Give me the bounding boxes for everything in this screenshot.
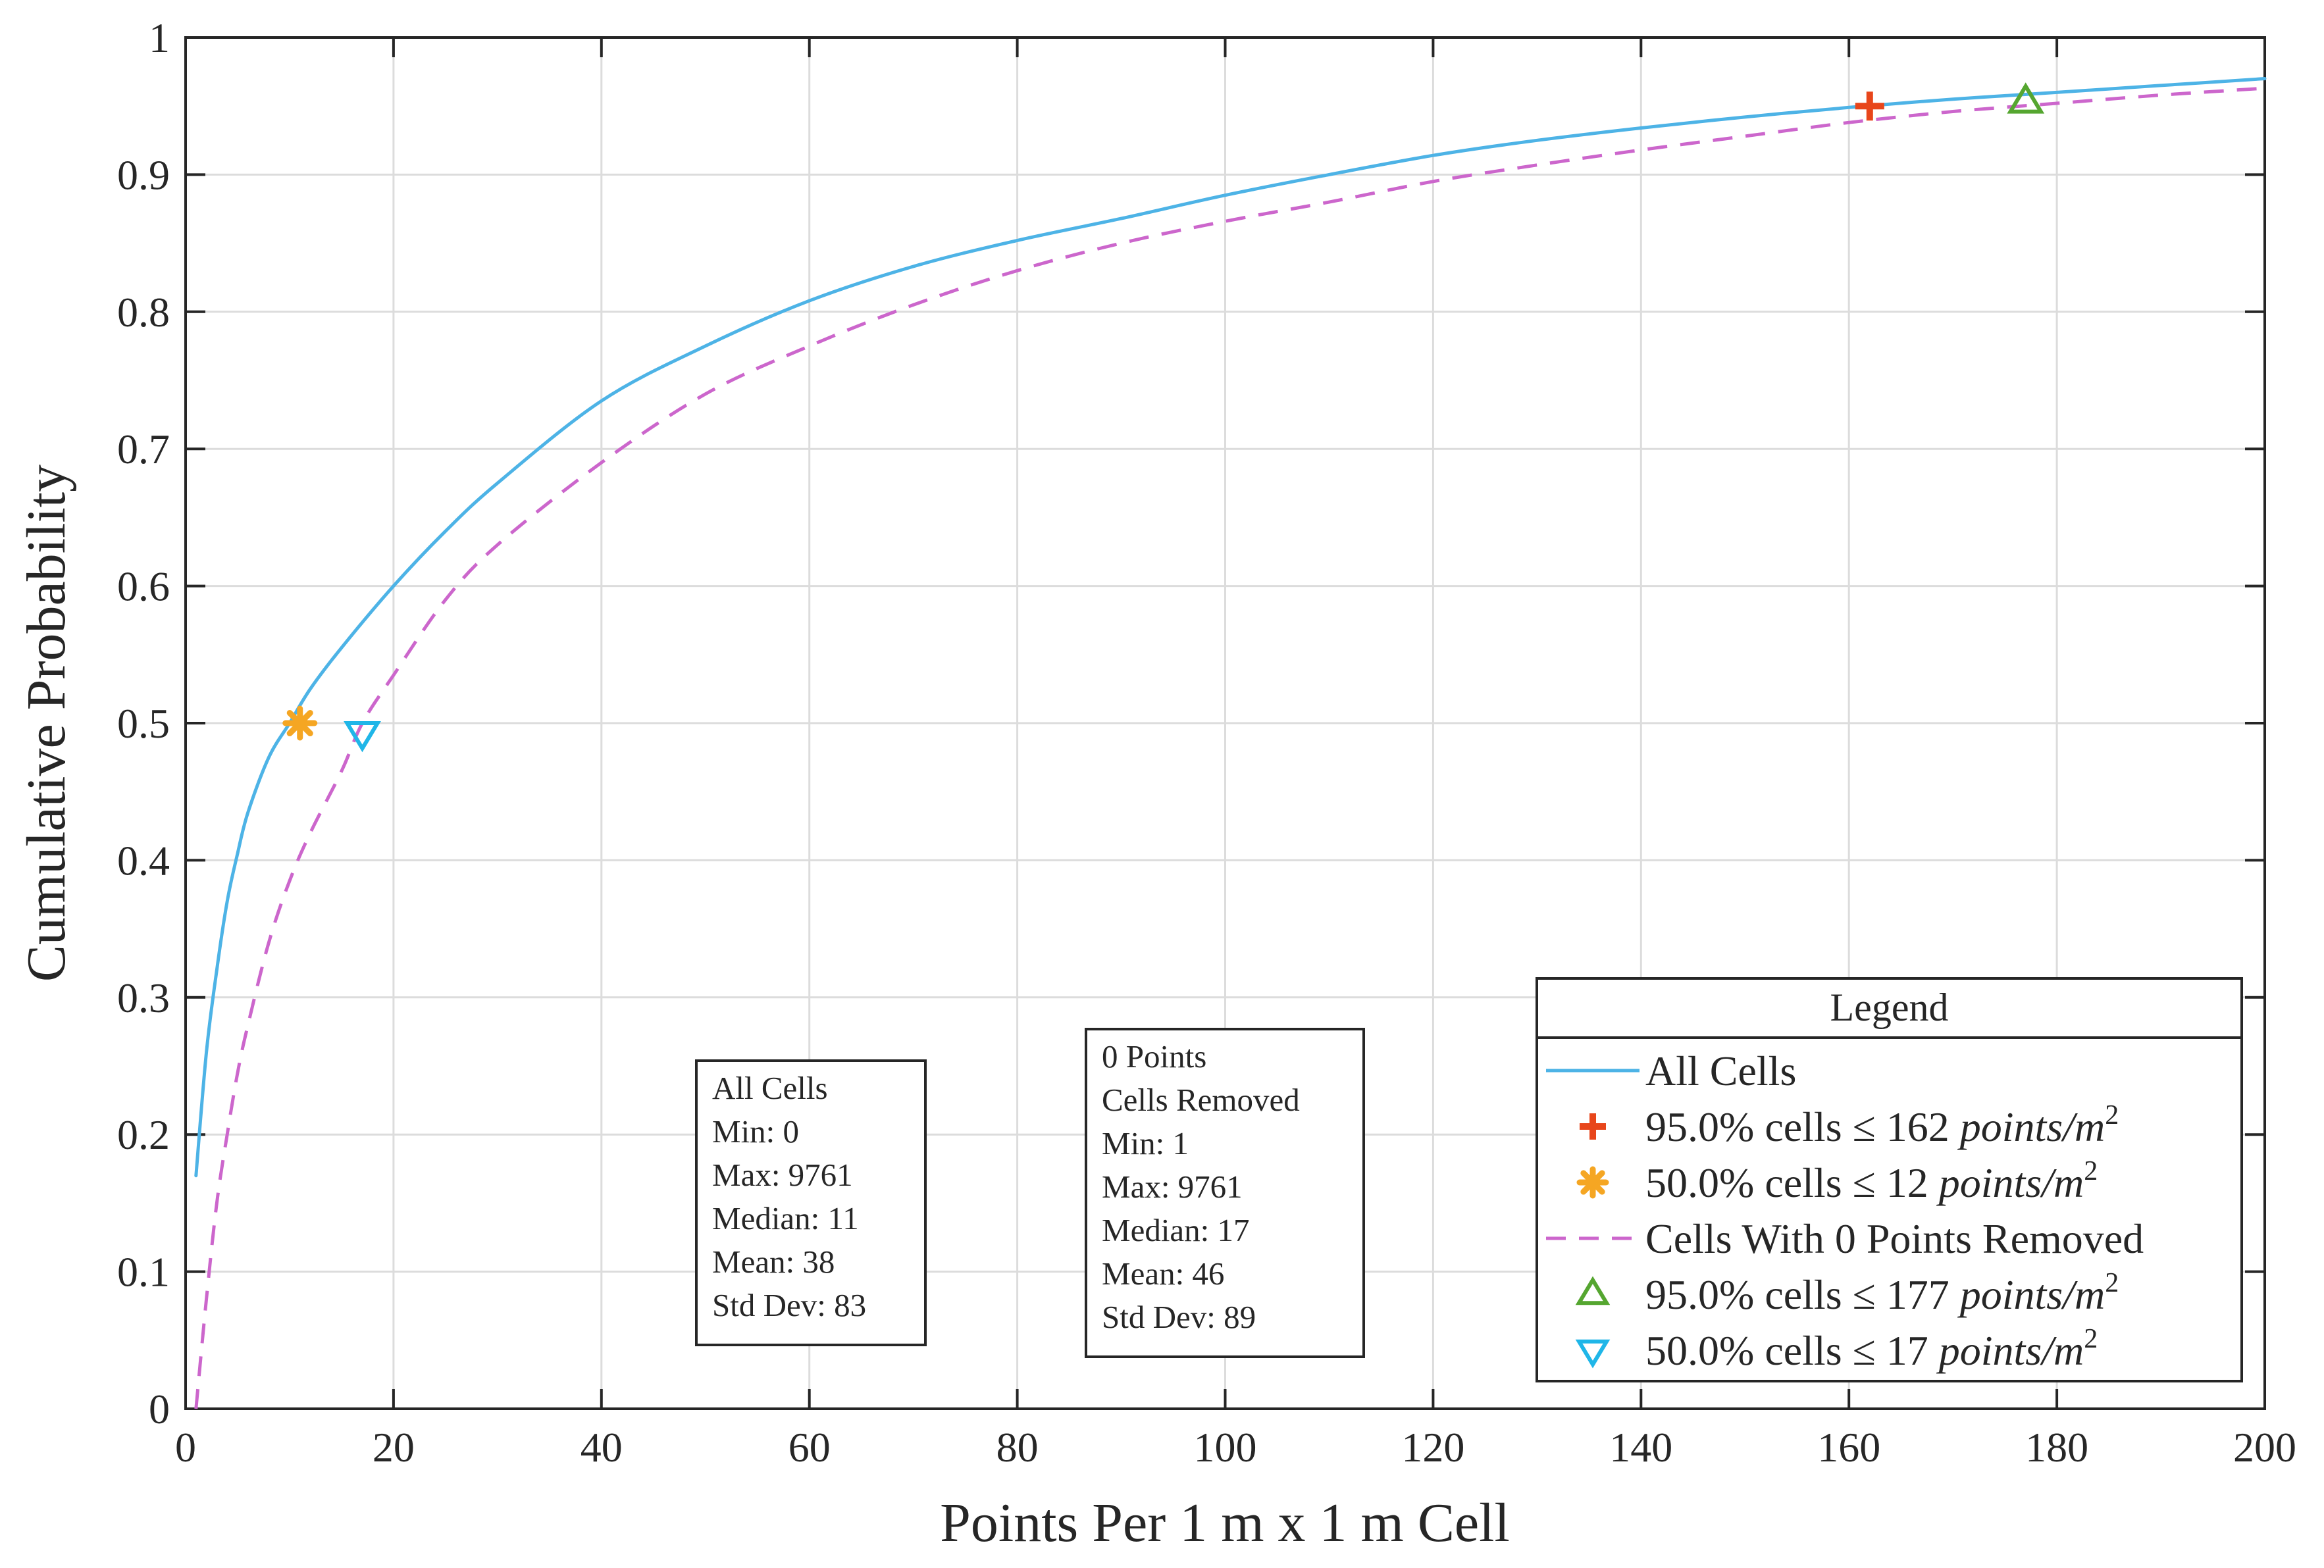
y-tick-label: 0.6 bbox=[117, 563, 170, 610]
marker-plus-95-all bbox=[1855, 91, 1884, 121]
y-tick-label: 0.8 bbox=[117, 289, 170, 336]
series-layer bbox=[194, 77, 2267, 1409]
y-tick-label: 0.2 bbox=[117, 1111, 170, 1158]
stats-line: All Cells bbox=[712, 1070, 828, 1106]
series-line-all-cells bbox=[194, 77, 2267, 1178]
legend-entry-label: Cells With 0 Points Removed bbox=[1645, 1215, 2144, 1262]
series-line-zero-removed bbox=[194, 86, 2265, 1409]
x-tick-label: 120 bbox=[1401, 1424, 1464, 1471]
y-tick-label: 1 bbox=[149, 14, 170, 61]
legend-entry-label: 95.0% cells ≤ 162 points/m2 bbox=[1645, 1100, 2119, 1150]
stats-line: Cells Removed bbox=[1102, 1082, 1300, 1118]
stats-box-all-cells: All Cells Min: 0 Max: 9761 Median: 11 Mean: … bbox=[695, 1059, 927, 1346]
legend-frame bbox=[1536, 977, 2243, 1382]
legend-marker-swatch bbox=[1580, 1113, 1606, 1140]
legend-entry-95-all: 95.0% cells ≤ 162 points/m2 bbox=[1580, 1100, 2119, 1150]
stats-line: 0 Points bbox=[1102, 1038, 1206, 1075]
x-tick-label: 40 bbox=[581, 1424, 623, 1471]
stats-line: Max: 9761 bbox=[1102, 1169, 1243, 1205]
y-tick-label: 0 bbox=[149, 1386, 170, 1432]
legend-entry-label: 95.0% cells ≤ 177 points/m2 bbox=[1645, 1268, 2119, 1318]
x-tick-label: 80 bbox=[996, 1424, 1039, 1471]
y-tick-label: 0.4 bbox=[117, 837, 170, 884]
y-tick-label: 0.7 bbox=[117, 426, 170, 472]
legend-entry-label: 50.0% cells ≤ 12 points/m2 bbox=[1645, 1156, 2098, 1206]
marker-triangle-up-95-removed bbox=[2007, 82, 2045, 114]
stats-box-frame bbox=[695, 1059, 927, 1346]
marker-triangle-down-50-removed bbox=[344, 721, 381, 753]
legend-title: Legend bbox=[1830, 986, 1949, 1029]
legend-entry-label: All Cells bbox=[1645, 1048, 1796, 1094]
legend-entry-all-cells: All Cells bbox=[1546, 1048, 1796, 1094]
stats-line: Median: 17 bbox=[1102, 1212, 1250, 1248]
axis-ticks: 0 20 40 60 80 100 120 140 160 180 200 0 0.1 0.2 0.3 0.4… bbox=[117, 14, 2296, 1471]
y-axis-label: Cumulative Probability bbox=[16, 465, 77, 982]
y-tick-label: 0.5 bbox=[117, 700, 170, 747]
stats-line: Std Dev: 83 bbox=[712, 1287, 866, 1323]
stats-line: Max: 9761 bbox=[712, 1157, 853, 1193]
legend-marker-swatch bbox=[1575, 1276, 1611, 1305]
x-tick-label: 160 bbox=[1817, 1424, 1880, 1471]
legend-entry-50-all: 50.0% cells ≤ 12 points/m2 bbox=[1576, 1156, 2098, 1206]
legend: Legend All Cells 95.0% cells ≤ 162 points/… bbox=[1536, 977, 2243, 1382]
stats-box-frame bbox=[1085, 1028, 1365, 1358]
x-tick-label: 140 bbox=[1609, 1424, 1672, 1471]
stats-line: Median: 11 bbox=[712, 1200, 859, 1236]
legend-entry-label: 50.0% cells ≤ 17 points/m2 bbox=[1645, 1324, 2098, 1374]
legend-entry-zero-removed: Cells With 0 Points Removed bbox=[1546, 1215, 2144, 1262]
y-tick-label: 0.3 bbox=[117, 974, 170, 1021]
stats-line: Std Dev: 89 bbox=[1102, 1299, 1256, 1335]
x-axis-label: Points Per 1 m x 1 m Cell bbox=[940, 1492, 1510, 1554]
marker-asterisk-50-all bbox=[282, 705, 318, 741]
stats-line: Min: 0 bbox=[712, 1113, 799, 1150]
legend-marker-swatch bbox=[1575, 1339, 1611, 1369]
x-tick-label: 180 bbox=[2025, 1424, 2088, 1471]
x-tick-label: 200 bbox=[2233, 1424, 2296, 1471]
stats-line: Mean: 38 bbox=[712, 1244, 835, 1280]
y-tick-label: 0.1 bbox=[117, 1249, 170, 1296]
legend-marker-swatch bbox=[1576, 1166, 1609, 1199]
x-tick-label: 0 bbox=[175, 1424, 196, 1471]
x-tick-label: 100 bbox=[1194, 1424, 1257, 1471]
x-tick-label: 20 bbox=[373, 1424, 415, 1471]
stats-box-zero-removed: 0 Points Cells Removed Min: 1 Max: 9761 Medi… bbox=[1085, 1028, 1365, 1358]
legend-entry-50-removed: 50.0% cells ≤ 17 points/m2 bbox=[1575, 1324, 2098, 1374]
y-tick-label: 0.9 bbox=[117, 151, 170, 198]
stats-line: Mean: 46 bbox=[1102, 1255, 1224, 1292]
stats-line: Min: 1 bbox=[1102, 1125, 1189, 1161]
x-tick-label: 60 bbox=[788, 1424, 831, 1471]
marker-layer bbox=[282, 82, 2045, 753]
legend-entry-95-removed: 95.0% cells ≤ 177 points/m2 bbox=[1575, 1268, 2119, 1318]
